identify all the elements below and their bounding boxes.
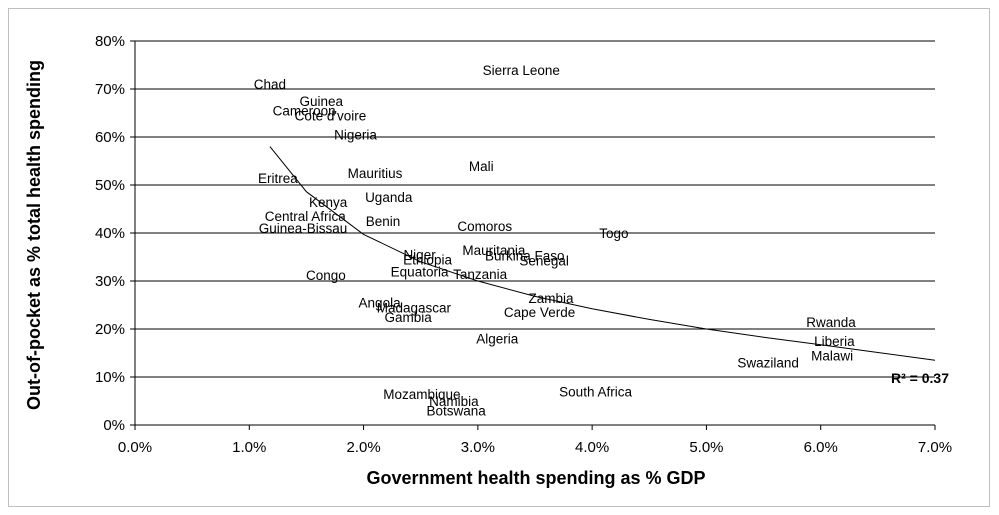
data-point-label: Liberia [814, 334, 855, 349]
data-point-label: Togo [599, 226, 628, 241]
data-point-label: Benin [366, 214, 401, 229]
x-tick-label: 1.0% [232, 439, 266, 456]
x-tick-label: 4.0% [575, 439, 609, 456]
trendline-group [269, 146, 936, 361]
data-point-label: South Africa [559, 384, 632, 399]
data-point-label: Burkina Faso [485, 249, 565, 264]
data-point-label: Tanzania [453, 267, 508, 282]
x-tick-labels: 0.0% 1.0% 2.0% 3.0% 4.0% 5.0% 6.0% 7.0% [118, 439, 952, 456]
data-point-label: Congo [306, 268, 346, 283]
data-point-label: Niger [403, 248, 436, 263]
data-point-label: Cameroon [273, 104, 336, 119]
x-tick-label: 3.0% [461, 439, 495, 456]
data-point-label: Malawi [811, 348, 853, 363]
x-tick-label: 0.0% [118, 439, 152, 456]
data-point-label: Equatoria [391, 264, 449, 279]
data-point-label: Mozambique [383, 387, 460, 402]
x-tick-label: 5.0% [689, 439, 723, 456]
data-point-label: Sierra Leone [483, 63, 560, 78]
y-tick-label: 30% [95, 273, 125, 290]
data-point-label: Swaziland [737, 356, 799, 371]
data-point-label: Comoros [457, 219, 512, 234]
data-point-label: Cote d'voire [295, 108, 367, 123]
data-point-label: Mauritania [462, 243, 526, 258]
data-point-label: Mali [469, 159, 494, 174]
trendline [269, 146, 936, 361]
data-point-label: Senegal [519, 253, 569, 268]
data-point-label: Central Africa [265, 209, 347, 224]
data-point-label: Eritrea [258, 171, 298, 186]
x-tick-label: 7.0% [918, 439, 952, 456]
data-point-label: Cape Verde [504, 305, 575, 320]
data-point-label: Uganda [365, 190, 413, 205]
data-point-label: Madagascar [377, 300, 452, 315]
gridlines [135, 40, 935, 378]
x-tick-label: 2.0% [346, 439, 380, 456]
y-tick-label: 70% [95, 81, 125, 98]
data-point-label: Kenya [309, 195, 348, 210]
data-point-label: Zambia [528, 291, 574, 306]
data-point-label: Gambia [385, 310, 433, 325]
data-point-label: Mauritius [348, 166, 403, 181]
data-point-label: Angola [359, 296, 402, 311]
data-point-label: Rwanda [806, 315, 856, 330]
y-tick-labels: 0% 10% 20% 30% 40% 50% 60% 70% 80% [95, 33, 125, 434]
x-tick-label: 6.0% [804, 439, 838, 456]
data-point-label: Guinea-Bissau [259, 221, 348, 236]
chart-frame [8, 8, 990, 507]
data-point-label: Guinea [300, 94, 344, 109]
y-tick-label: 60% [95, 129, 125, 146]
data-point-label: Chad [254, 77, 286, 92]
y-tick-label: 20% [95, 321, 125, 338]
y-tick-label: 10% [95, 369, 125, 386]
y-axis-title: Out-of-pocket as % total health spending [24, 60, 44, 410]
data-point-label: Namibia [429, 394, 479, 409]
data-point-label: Botswana [426, 404, 486, 419]
data-point-label: Algeria [476, 332, 519, 347]
x-axis-title: Government health spending as % GDP [366, 468, 705, 488]
y-tick-label: 50% [95, 177, 125, 194]
trendline-r2-label: R² = 0.37 [891, 370, 949, 386]
y-tick-label: 40% [95, 225, 125, 242]
axes [130, 40, 936, 430]
data-point-label: Nigeria [334, 128, 377, 143]
y-tick-label: 80% [95, 33, 125, 50]
data-point-label: Ethiopia [403, 252, 452, 267]
y-tick-label: 0% [103, 417, 125, 434]
